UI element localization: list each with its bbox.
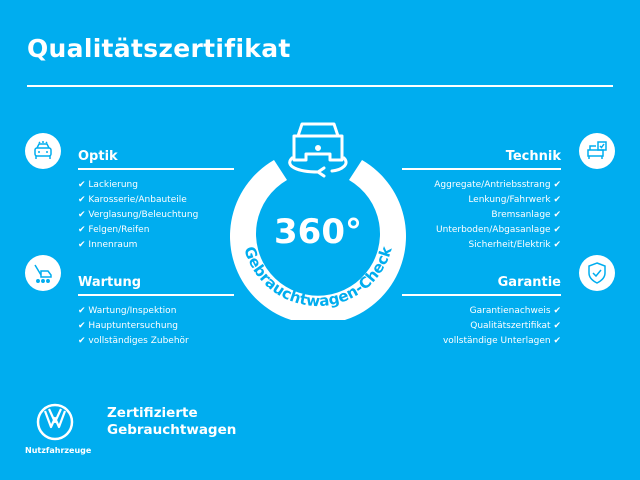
check-icon: ✔: [553, 306, 561, 316]
check-icon: ✔: [78, 336, 86, 346]
list-item: ✔ Wartung/Inspektion: [78, 304, 189, 319]
wartung-heading: Wartung: [78, 275, 142, 290]
check-icon: ✔: [553, 195, 561, 205]
garantie-divider: [402, 294, 561, 296]
wartung-list: ✔ Wartung/Inspektion ✔ Hauptuntersuchung…: [78, 304, 189, 349]
garantie-heading: Garantie: [497, 275, 561, 290]
item-label: Unterboden/Abgasanlage: [436, 225, 551, 235]
page-title: Qualitätszertifikat: [27, 34, 291, 63]
list-item: ✔ Karosserie/Anbauteile: [78, 193, 198, 208]
360-check-badge: 360° Gebrauchtwagen-Check: [230, 122, 406, 320]
logo-label: Nutzfahrzeuge: [25, 446, 92, 455]
list-item: ✔ vollständiges Zubehör: [78, 334, 189, 349]
item-label: Garantienachweis: [469, 306, 551, 316]
technik-list: Aggregate/Antriebsstrang ✔ Lenkung/Fahrw…: [434, 178, 561, 253]
item-label: vollständiges Zubehör: [88, 336, 189, 346]
list-item: Lenkung/Fahrwerk ✔: [434, 193, 561, 208]
list-item: ✔ Lackierung: [78, 178, 198, 193]
badge-ring: [230, 160, 406, 320]
check-icon: ✔: [553, 180, 561, 190]
optik-divider: [78, 168, 234, 170]
item-label: Karosserie/Anbauteile: [88, 195, 187, 205]
list-item: Sicherheit/Elektrik ✔: [434, 238, 561, 253]
check-icon: ✔: [78, 195, 86, 205]
item-label: Hauptuntersuchung: [88, 321, 178, 331]
wrench-car-icon: [25, 255, 61, 291]
optik-heading: Optik: [78, 149, 118, 164]
garantie-list: Garantienachweis ✔ Qualitätszertifikat ✔…: [443, 304, 561, 349]
check-icon: ✔: [553, 225, 561, 235]
check-icon: ✔: [553, 321, 561, 331]
tagline-line-2: Gebrauchtwagen: [107, 422, 237, 438]
item-label: Qualitätszertifikat: [470, 321, 551, 331]
item-label: Verglasung/Beleuchtung: [88, 210, 199, 220]
check-icon: ✔: [78, 225, 86, 235]
item-label: Bremsanlage: [491, 210, 551, 220]
list-item: vollständige Unterlagen ✔: [443, 334, 561, 349]
list-item: ✔ Innenraum: [78, 238, 198, 253]
item-label: Felgen/Reifen: [88, 225, 150, 235]
technik-heading: Technik: [505, 149, 561, 164]
technik-divider: [402, 168, 561, 170]
check-icon: ✔: [78, 240, 86, 250]
list-item: ✔ Hauptuntersuchung: [78, 319, 189, 334]
item-label: Lackierung: [88, 180, 138, 190]
shield-check-icon: [579, 255, 615, 291]
item-label: vollständige Unterlagen: [442, 336, 551, 346]
list-item: Garantienachweis ✔: [443, 304, 561, 319]
check-icon: ✔: [78, 210, 86, 220]
item-label: Sicherheit/Elektrik: [468, 240, 551, 250]
car-rotate-icon: [288, 122, 348, 178]
check-icon: ✔: [553, 240, 561, 250]
badge-number: 360°: [274, 212, 362, 252]
title-divider: [27, 85, 613, 87]
check-icon: ✔: [553, 210, 561, 220]
check-icon: ✔: [78, 306, 86, 316]
item-label: Aggregate/Antriebsstrang: [434, 180, 551, 190]
car-front-icon: [25, 133, 61, 169]
wartung-divider: [78, 294, 234, 296]
tagline-line-1: Zertifizierte: [107, 405, 198, 421]
list-item: ✔ Felgen/Reifen: [78, 223, 198, 238]
optik-list: ✔ Lackierung ✔ Karosserie/Anbauteile ✔ V…: [78, 178, 198, 253]
list-item: Unterboden/Abgasanlage ✔: [434, 223, 561, 238]
list-item: ✔ Verglasung/Beleuchtung: [78, 208, 198, 223]
list-item: Bremsanlage ✔: [434, 208, 561, 223]
vw-logo: [36, 403, 74, 441]
item-label: Lenkung/Fahrwerk: [468, 195, 551, 205]
car-checklist-icon: [579, 133, 615, 169]
list-item: Qualitätszertifikat ✔: [443, 319, 561, 334]
item-label: Wartung/Inspektion: [88, 306, 177, 316]
item-label: Innenraum: [88, 240, 138, 250]
check-icon: ✔: [78, 321, 86, 331]
check-icon: ✔: [78, 180, 86, 190]
check-icon: ✔: [553, 336, 561, 346]
list-item: Aggregate/Antriebsstrang ✔: [434, 178, 561, 193]
